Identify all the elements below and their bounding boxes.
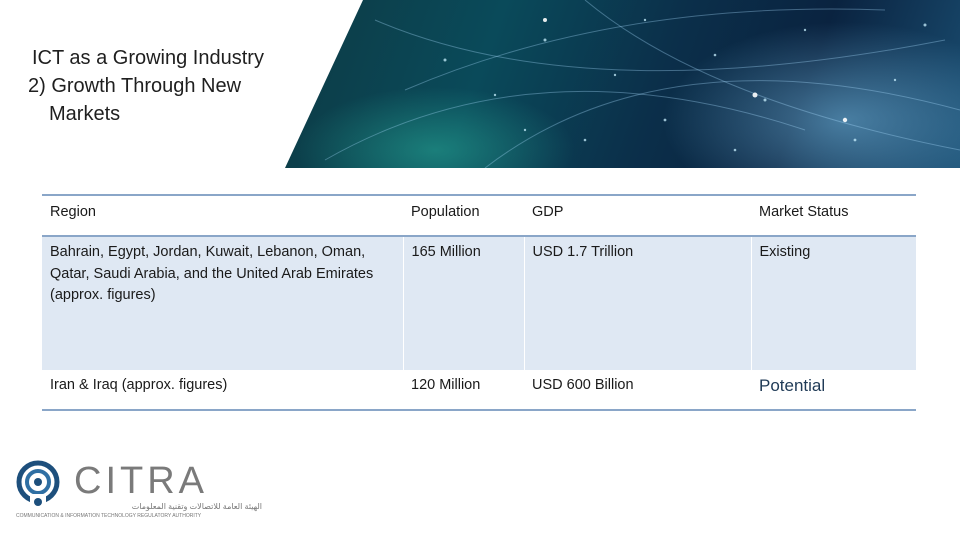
header-market-status: Market Status (759, 204, 849, 220)
logo-arabic-text: الهيئة العامة للاتصالات وتقنية المعلومات (131, 502, 262, 511)
table-row: Bahrain, Egypt, Jordan, Kuwait, Lebanon,… (42, 236, 916, 370)
table-row: Iran & Iraq (approx. figures) 120 Millio… (42, 370, 916, 410)
citra-logo: CITRA الهيئة العامة للاتصالات وتقنية الم… (16, 458, 266, 522)
header-region: Region (50, 204, 96, 220)
cell-gdp: USD 600 Billion (532, 377, 634, 393)
slide-title: ICT as a Growing Industry 2) Growth Thro… (28, 44, 298, 128)
title-line-2: 2) Growth Through New (28, 75, 242, 97)
table-header-row: Region Population GDP Market Status (42, 195, 916, 236)
header-gdp: GDP (532, 204, 564, 220)
cell-population: 120 Million (411, 377, 481, 393)
logo-tagline: COMMUNICATION & INFORMATION TECHNOLOGY R… (16, 513, 202, 519)
cell-region: Iran & Iraq (approx. figures) (50, 377, 228, 393)
title-line-3: Markets (49, 103, 121, 125)
citra-logo-icon (16, 460, 60, 506)
title-line-1: ICT as a Growing Industry (32, 47, 264, 69)
cell-market-status: Existing (750, 236, 916, 370)
cell-market-status: Potential (759, 376, 826, 395)
cell-population: 165 Million (402, 236, 524, 370)
hero-map-image (285, 0, 960, 168)
cell-region: Bahrain, Egypt, Jordan, Kuwait, Lebanon,… (42, 236, 403, 370)
logo-wordmark: CITRA (74, 460, 208, 502)
market-table: Region Population GDP Market Status Bahr… (42, 194, 916, 411)
network-map-graphic (324, 0, 960, 168)
header-population: Population (411, 204, 480, 220)
cell-gdp: USD 1.7 Trillion (523, 236, 751, 370)
